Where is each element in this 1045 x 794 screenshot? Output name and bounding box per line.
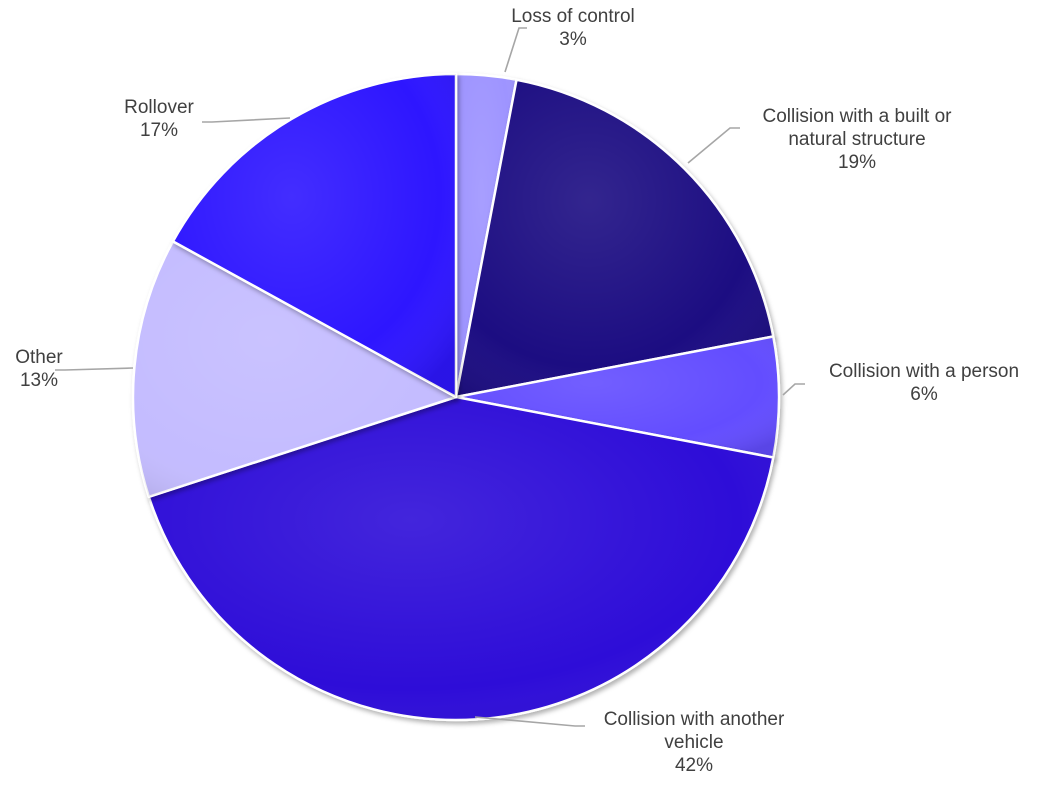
slice-labels: Loss of control 3% Collision with a built … bbox=[15, 6, 1019, 776]
slice-category-text: Rollover bbox=[124, 97, 194, 118]
slice-percent-text: 17% bbox=[140, 120, 178, 141]
slice-percent-text: 3% bbox=[559, 29, 587, 50]
slice-category-text: Loss of control bbox=[511, 6, 635, 27]
leader-line-collision-with-a-built-or-natural-structure bbox=[687, 127, 740, 164]
slice-label-collision-with-a-person: Collision with a person 6% bbox=[829, 361, 1019, 405]
slice-percent-text: 42% bbox=[675, 755, 713, 776]
slice-label-other: Other 13% bbox=[15, 347, 63, 391]
leader-lines bbox=[55, 27, 805, 727]
slice-category-text: vehicle bbox=[664, 732, 723, 753]
slice-label-collision-with-a-built-or-natural-structure: Collision with a built or natural structu… bbox=[762, 106, 952, 173]
leader-line-rollover bbox=[202, 117, 291, 123]
leader-line-loss-of-control bbox=[504, 27, 527, 73]
pie-slice-sheen-other bbox=[132, 241, 456, 497]
slice-percent-text: 13% bbox=[20, 370, 58, 391]
leader-line-other bbox=[55, 367, 134, 371]
slice-category-text: Collision with a person bbox=[829, 361, 1019, 382]
slice-category-text: Collision with a built or bbox=[762, 106, 952, 127]
pie-slice-sheen-collision-with-another-vehicle bbox=[148, 397, 774, 720]
slice-label-rollover: Rollover 17% bbox=[124, 97, 194, 141]
leader-line-collision-with-a-person bbox=[782, 383, 805, 396]
leader-line-collision-with-another-vehicle bbox=[474, 716, 585, 727]
pie-slice-sheen-collision-with-a-built-or-natural-structure bbox=[456, 79, 774, 397]
slice-label-loss-of-control: Loss of control 3% bbox=[511, 6, 635, 50]
pie-slice-sheen-collision-with-a-person bbox=[456, 336, 780, 458]
slice-category-text: Collision with another bbox=[604, 709, 785, 730]
slice-category-text: Other bbox=[15, 347, 63, 368]
slice-percent-text: 6% bbox=[910, 384, 938, 405]
pie-slices bbox=[131, 72, 781, 722]
pie-slice-sheen-rollover bbox=[172, 74, 456, 397]
slice-label-collision-with-another-vehicle: Collision with another vehicle 42% bbox=[604, 709, 785, 776]
slice-percent-text: 19% bbox=[838, 152, 876, 173]
slice-category-text: natural structure bbox=[788, 129, 925, 150]
